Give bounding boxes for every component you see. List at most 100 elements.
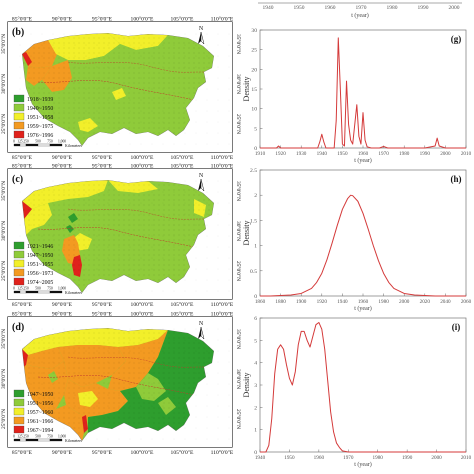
y-tick-label: 4 (254, 361, 257, 367)
station-dot (158, 342, 160, 344)
station-dot (183, 72, 185, 74)
grid-dot (195, 372, 197, 374)
station-dot (138, 392, 140, 394)
station-dot (38, 239, 40, 241)
station-dot (118, 122, 120, 124)
station-dot (68, 407, 70, 409)
station-dot (178, 269, 180, 271)
station-dot (83, 417, 85, 419)
grid-dot (96, 143, 98, 145)
station-dot (143, 194, 145, 196)
scale-number: 1,000 (58, 287, 66, 292)
station-dot (188, 362, 190, 364)
grid-dot (52, 191, 54, 193)
station-dot (163, 72, 165, 74)
basin-region (44, 405, 88, 441)
station-dot (113, 219, 115, 221)
station-dot (163, 184, 165, 186)
scale-unit: Kilometers (65, 144, 82, 148)
y-axis-label: Density (242, 77, 251, 102)
grid-dot (162, 88, 164, 90)
grid-dot (30, 55, 32, 57)
station-dot (113, 102, 115, 104)
station-dot (53, 97, 55, 99)
station-dot (143, 249, 145, 251)
grid-dot (41, 372, 43, 374)
grid-dot (184, 143, 186, 145)
station-dot (153, 132, 155, 134)
station-dot (73, 72, 75, 74)
station-dot (93, 127, 95, 129)
grid-dot (195, 350, 197, 352)
station-dot (173, 274, 175, 276)
station-dot (198, 47, 200, 49)
river-line (37, 80, 195, 101)
station-dot (48, 249, 50, 251)
station-dot (53, 357, 55, 359)
station-dot (148, 412, 150, 414)
station-dot (28, 239, 30, 241)
station-dot (153, 97, 155, 99)
grid-dot (162, 416, 164, 418)
legend-label: 1951~1956 (27, 401, 53, 407)
grid-dot (96, 44, 98, 46)
station-dot (53, 62, 55, 64)
station-dot (133, 372, 135, 374)
station-dot (133, 274, 135, 276)
station-dot (183, 407, 185, 409)
station-dot (38, 47, 40, 49)
grid-dot (129, 55, 131, 57)
station-dot (118, 392, 120, 394)
station-dot (158, 397, 160, 399)
grid-dot (217, 394, 219, 396)
scale-number: 500 (35, 435, 41, 439)
station-dot (78, 249, 80, 251)
station-dot (68, 127, 70, 129)
station-dot (203, 214, 205, 216)
station-dot (88, 229, 90, 231)
station-dot (33, 194, 35, 196)
grid-dot (129, 121, 131, 123)
station-dot (133, 127, 135, 129)
station-dot (93, 189, 95, 191)
grid-dot (206, 383, 208, 385)
station-dot (78, 112, 80, 114)
station-dot (43, 357, 45, 359)
station-dot (173, 82, 175, 84)
station-dot (63, 264, 65, 266)
station-dot (108, 392, 110, 394)
station-dot (158, 47, 160, 49)
grid-dot (107, 257, 109, 259)
grid-dot (129, 235, 131, 237)
station-dot (193, 209, 195, 211)
station-dot (68, 57, 70, 59)
station-dot (183, 337, 185, 339)
station-dot (188, 209, 190, 211)
station-dot (38, 57, 40, 59)
station-dot (143, 244, 145, 246)
grid-dot (228, 132, 230, 134)
station-dot (173, 347, 175, 349)
station-dot (118, 367, 120, 369)
station-dot (43, 362, 45, 364)
station-dot (63, 117, 65, 119)
station-dot (138, 269, 140, 271)
station-dot (48, 62, 50, 64)
station-dot (53, 107, 55, 109)
north-arrow-right (200, 326, 205, 340)
station-dot (138, 234, 140, 236)
station-dot (68, 122, 70, 124)
station-dot (123, 332, 125, 334)
grid-dot (217, 66, 219, 68)
grid-dot (151, 66, 153, 68)
station-dot (178, 392, 180, 394)
grid-dot (96, 279, 98, 281)
grid-dot (195, 394, 197, 396)
station-dot (83, 284, 85, 286)
station-dot (88, 132, 90, 134)
station-dot (158, 52, 160, 54)
panel-label: (i) (452, 322, 461, 332)
station-dot (123, 97, 125, 99)
station-dot (113, 362, 115, 364)
grid-dot (129, 33, 131, 35)
